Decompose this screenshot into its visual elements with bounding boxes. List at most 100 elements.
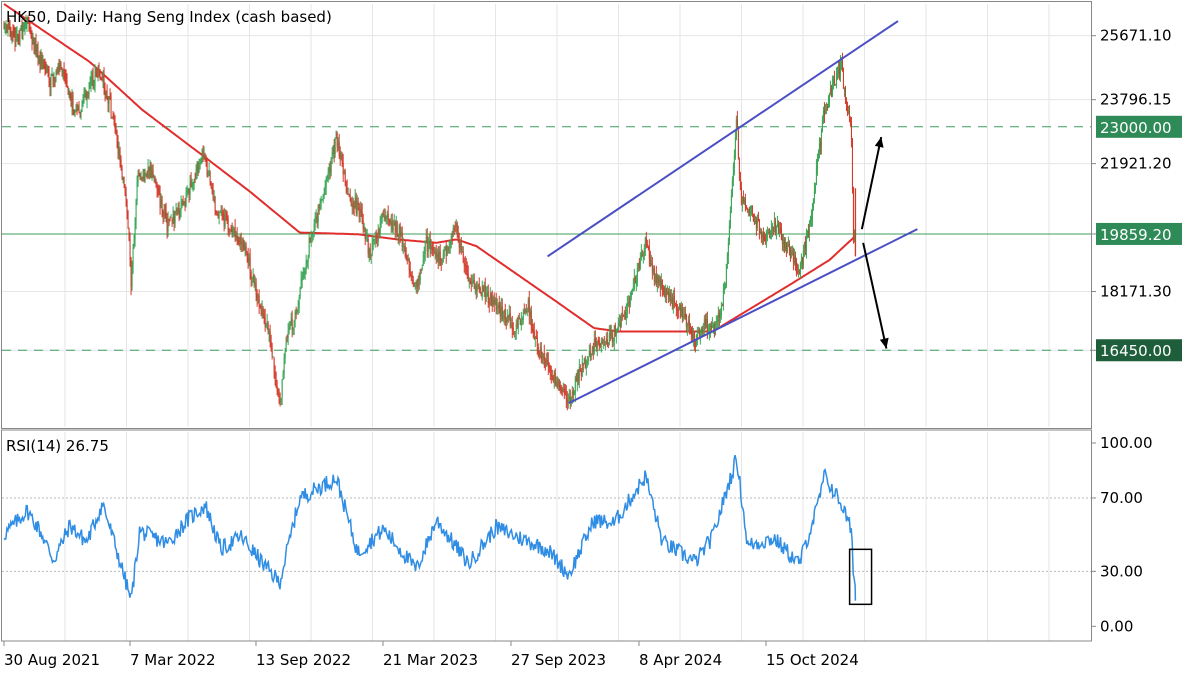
candle-body [151, 168, 153, 178]
candle-body [627, 302, 629, 306]
candle-body [799, 263, 801, 274]
candle-body [558, 380, 560, 388]
candle-body [848, 110, 850, 119]
candle-body [174, 212, 176, 224]
candle [707, 324, 709, 334]
candle-body [436, 253, 438, 256]
candle [657, 274, 659, 289]
candle [519, 318, 521, 326]
x-tick-label: 15 Oct 2024 [766, 651, 859, 669]
candle-body [495, 299, 497, 311]
candle [231, 222, 233, 238]
candle-body [227, 217, 229, 231]
candle-body [333, 145, 335, 155]
candle-body [537, 347, 539, 355]
candle [250, 269, 252, 287]
candle [554, 368, 556, 387]
candle [324, 179, 326, 196]
candle-body [277, 389, 279, 396]
candle [721, 303, 723, 307]
candle-body [659, 278, 661, 289]
candle-body [107, 97, 109, 104]
candle-body [334, 137, 336, 155]
candle-body [807, 231, 809, 235]
candle-body [589, 351, 591, 356]
candle-body [694, 342, 696, 348]
candle [492, 295, 494, 307]
candle [670, 289, 672, 304]
candle-body [515, 323, 517, 332]
candle-body [728, 225, 730, 242]
candle [80, 109, 82, 120]
candle-body [53, 76, 55, 82]
candle [742, 190, 744, 205]
candle-body [675, 304, 677, 309]
candle [566, 391, 568, 411]
candle [233, 227, 235, 237]
candle [531, 318, 533, 334]
candle-body [562, 389, 564, 392]
candle [177, 202, 179, 215]
candle [675, 300, 677, 317]
level-label-box [1096, 222, 1182, 245]
candle [612, 337, 614, 347]
candle-body [142, 176, 144, 178]
candle [303, 267, 305, 279]
candle-body [650, 262, 652, 266]
candle [753, 213, 755, 226]
candle [654, 273, 656, 285]
candle [394, 220, 396, 238]
candle [823, 102, 825, 124]
candle [187, 187, 189, 195]
candle [540, 342, 542, 364]
candle [771, 222, 773, 238]
candle [76, 101, 78, 116]
candle-body [579, 368, 581, 372]
candle-body [424, 240, 426, 255]
candle-body [496, 306, 498, 310]
candle [65, 69, 67, 87]
candle-body [394, 221, 396, 233]
candle [824, 103, 826, 115]
candle [275, 371, 277, 389]
candle-body [147, 166, 149, 177]
candle-body [116, 131, 118, 143]
candle [723, 281, 725, 295]
candle [399, 222, 401, 243]
candle-body [460, 242, 462, 251]
candle-body [226, 212, 228, 220]
candle-body [321, 199, 323, 201]
candle [142, 168, 144, 182]
candle [334, 137, 336, 158]
candle-body [123, 177, 125, 185]
candle-body [9, 26, 11, 29]
candle [810, 209, 812, 228]
candle-body [432, 247, 434, 251]
candle [469, 277, 471, 285]
candle [437, 246, 439, 270]
candle-body [270, 341, 272, 350]
candle [788, 240, 790, 256]
candle [734, 131, 736, 160]
candle-body [189, 182, 191, 195]
candle-body [313, 223, 315, 232]
candle [217, 210, 219, 219]
candle [690, 326, 692, 342]
candle-body [163, 210, 165, 216]
candle-body [717, 312, 719, 322]
candle-body [560, 388, 562, 390]
candle [642, 251, 644, 264]
candle [819, 137, 821, 155]
candle [39, 50, 41, 74]
candle [385, 215, 387, 225]
candle-body [703, 319, 705, 333]
candle-body [535, 336, 537, 339]
candle [295, 306, 297, 320]
candle [151, 164, 153, 181]
candle-body [730, 195, 732, 210]
candle-body [111, 117, 113, 119]
candle [648, 239, 650, 267]
candle [543, 344, 545, 368]
candle-body [482, 286, 484, 292]
